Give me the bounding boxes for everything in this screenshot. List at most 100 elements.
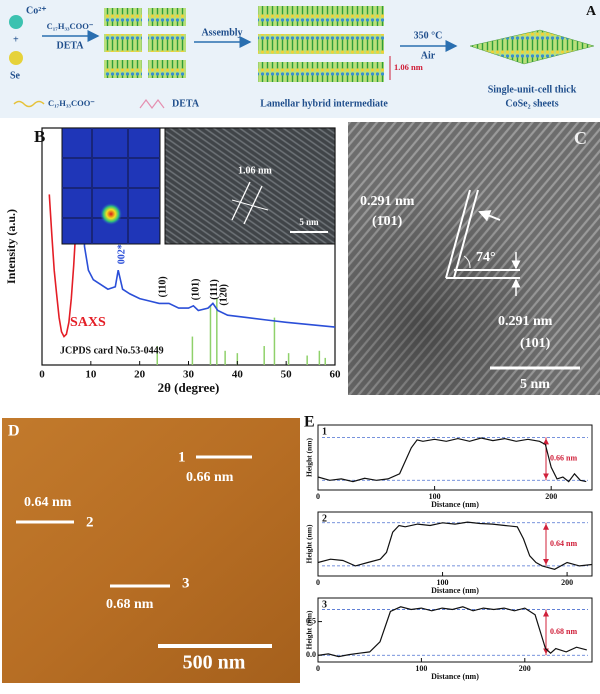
- x-tick-label: 200: [561, 578, 573, 587]
- co-label: Co²⁺: [26, 5, 47, 16]
- data-line: [317, 437, 587, 483]
- co-ion: [9, 15, 23, 29]
- chart-title: 2: [322, 513, 327, 524]
- peak-label: (120): [219, 284, 230, 306]
- profile-height: 0.64 nm: [24, 495, 72, 510]
- height-label: 0.66 nm: [550, 454, 577, 463]
- panel-d: D 1 0.66 nm 2 0.64 nm 3 0.68 nm 500 nm: [2, 418, 300, 683]
- x-tick-label: 50: [281, 369, 293, 381]
- series-label: SAXS: [70, 315, 106, 330]
- plane-label: (1̄01): [372, 214, 403, 229]
- peak-label: (111): [209, 279, 220, 300]
- x-tick-label: 0: [316, 664, 320, 673]
- inset-scale-bar: 5 nm: [299, 217, 319, 227]
- inset-spacing: 1.06 nm: [238, 165, 273, 176]
- x-axis-label: Distance (nm): [431, 500, 479, 509]
- plane-label: (101): [520, 336, 551, 351]
- angle-arc: [463, 255, 471, 269]
- profile-id: 1: [178, 449, 186, 465]
- chart-title: B: [34, 127, 45, 146]
- saxs-pattern: [61, 127, 161, 245]
- panel-a: Co²⁺ + Se C₁₇H₃₃COO⁻ DETA Assembly 1.06 …: [0, 0, 600, 118]
- y-axis-label: Height (nm): [305, 610, 314, 649]
- peak-label: (110): [157, 276, 168, 297]
- x-tick-label: 10: [85, 369, 97, 381]
- data-line: [317, 521, 593, 570]
- panel-c: C 0.291 nm (1̄01) 74° 0.291 nm (101) 5 n…: [348, 122, 600, 395]
- saxs-spot: [100, 203, 122, 225]
- x-axis-label: Distance (nm): [431, 586, 479, 595]
- angle-label: 74°: [476, 250, 496, 265]
- x-tick-label: 60: [330, 369, 342, 381]
- reference-label: JCPDS card No.53-0449: [60, 345, 164, 356]
- height-label: 0.64 nm: [550, 539, 577, 548]
- x-tick-label: 0: [39, 369, 45, 381]
- product-label: Single-unit-cell thick: [488, 84, 577, 95]
- x-tick-label: 200: [545, 492, 557, 501]
- x-tick-label: 100: [415, 664, 427, 673]
- fringe-marker: [231, 181, 251, 221]
- hrtem-shading: [348, 122, 600, 395]
- x-tick-label: 40: [232, 369, 244, 381]
- legend-amine: DETA: [172, 98, 200, 109]
- legend-amine-symbol: [139, 99, 165, 109]
- se-atom: [9, 51, 23, 65]
- legend-ligand: C₁₇H₃₃COO⁻: [48, 98, 95, 108]
- assembly-label: Assembly: [201, 27, 242, 38]
- fringe-marker: [231, 199, 269, 211]
- cose2-sheet: [469, 29, 595, 65]
- scale-bar-label: 500 nm: [183, 652, 246, 674]
- y-axis-label: Height (nm): [305, 438, 314, 477]
- panel-label: C: [574, 128, 587, 148]
- x-axis-label: 2θ (degree): [158, 380, 220, 395]
- tem-image: [164, 127, 336, 245]
- lattice-markers: [445, 189, 520, 279]
- x-axis-label: Distance (nm): [431, 672, 479, 681]
- height-label: 0.68 nm: [550, 627, 577, 636]
- arrow: [478, 210, 501, 222]
- temperature-label: 350 °C: [414, 30, 443, 41]
- y-tick-label: 0.5: [306, 616, 316, 625]
- chart-title: 3: [322, 599, 327, 610]
- data-line: [317, 606, 587, 658]
- panel-label: D: [8, 423, 20, 440]
- y-axis-label: Intensity (a.u.): [4, 209, 18, 284]
- profile-height: 0.68 nm: [106, 597, 154, 612]
- legend-ligand-symbol: [13, 100, 45, 108]
- product-label: CoSe₂ sheets: [505, 98, 558, 109]
- profile-height: 0.66 nm: [186, 470, 234, 485]
- afm-image: [2, 418, 300, 683]
- atmosphere-label: Air: [421, 50, 436, 61]
- x-tick-label: 100: [437, 578, 449, 587]
- se-label: Se: [10, 70, 21, 81]
- fringe-marker: [243, 185, 263, 225]
- x-tick-label: 100: [429, 492, 441, 501]
- lamellar-stack: [258, 6, 384, 82]
- spacing-label: 0.291 nm: [360, 194, 415, 209]
- spacing-label: 0.291 nm: [498, 314, 553, 329]
- hybrid-units: [104, 8, 186, 78]
- ligand-label: C₁₇H₃₃COO⁻: [47, 21, 94, 31]
- x-tick-label: 20: [134, 369, 146, 381]
- profile-id: 2: [86, 514, 94, 530]
- peak-label: (101): [191, 279, 202, 301]
- y-tick-label: 0.0: [306, 650, 316, 659]
- panel-b-insets: 1.06 nm 5 nm: [61, 127, 336, 245]
- intermediate-label: Lamellar hybrid intermediate: [260, 98, 388, 109]
- panel-label: A: [586, 4, 597, 19]
- profile-id: 3: [182, 575, 190, 591]
- profile-chart: 0.66 nm 0 100 200 Distance (nm) Height (nm) 1: [305, 424, 593, 509]
- peak-label: 002*: [116, 244, 127, 264]
- x-tick-label: 200: [519, 664, 531, 673]
- x-tick-label: 30: [183, 369, 195, 381]
- spacing-label: 1.06 nm: [394, 62, 423, 72]
- amine-label: DETA: [56, 40, 84, 51]
- plus-sign: +: [13, 34, 19, 45]
- profile-chart: 0.68 nm 0 100 200 0.0 0.5 Distance (nm) Height …: [305, 597, 593, 681]
- scale-bar-label: 5 nm: [520, 377, 550, 392]
- profile-chart: 0.64 nm 0 100 200 Distance (nm) Height (nm) 2: [305, 511, 593, 595]
- chart-title: 1: [322, 426, 327, 437]
- data-line: [75, 135, 336, 328]
